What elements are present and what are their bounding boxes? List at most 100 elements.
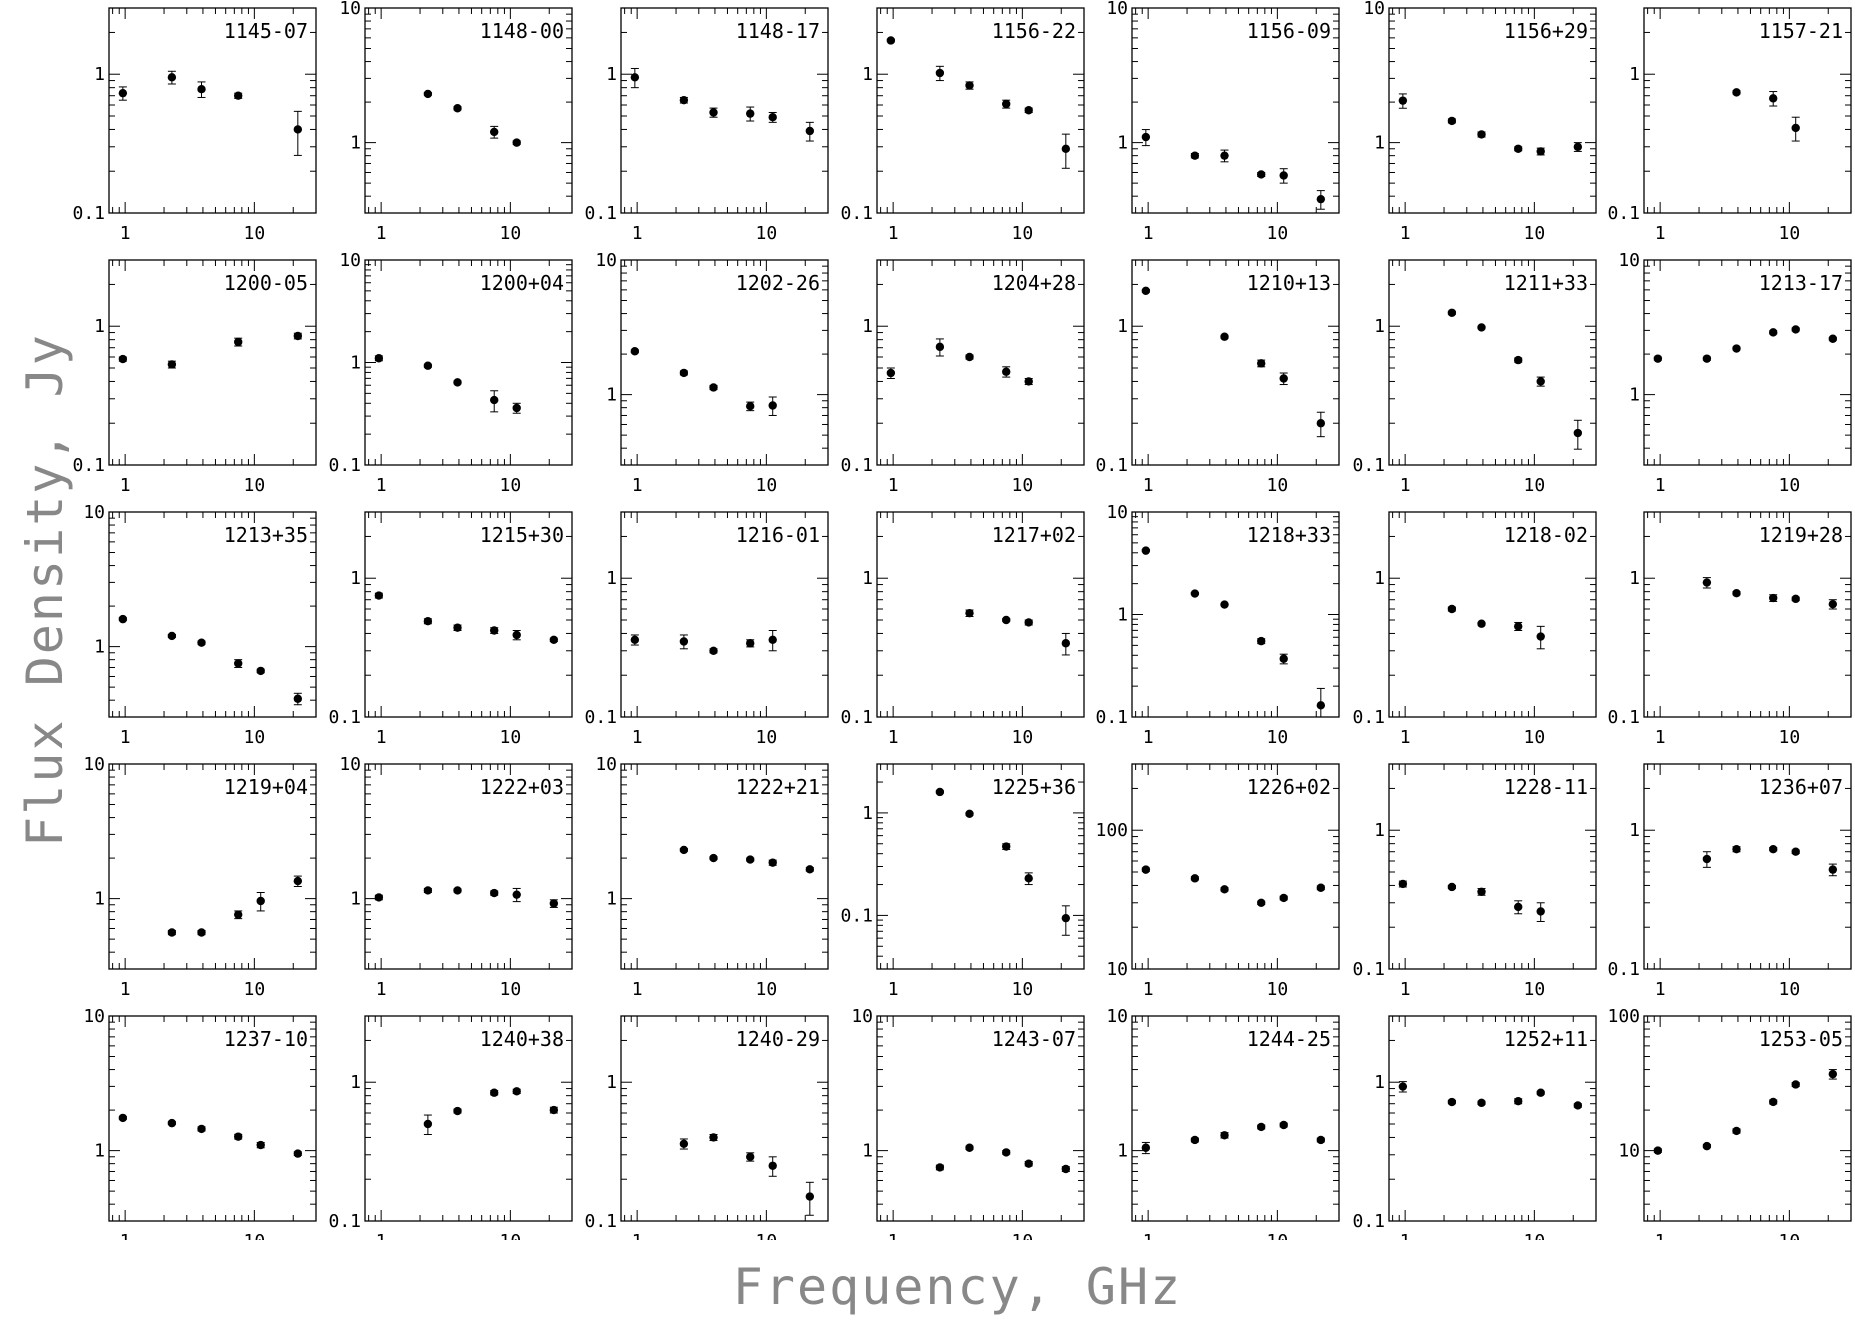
- data-point: [709, 383, 718, 392]
- x-tick-label: 10: [1524, 1231, 1546, 1240]
- x-tick-label: 1: [888, 727, 899, 748]
- panel-1217+02: 1 10 0.1 1 1217+02: [840, 511, 1085, 748]
- y-tick-label: 0.1: [840, 707, 873, 728]
- x-tick-label: 1: [376, 979, 387, 1000]
- x-tick-label: 10: [244, 979, 266, 1000]
- x-tick-label: 1: [1400, 1231, 1411, 1240]
- panel-title: 1222+03: [480, 775, 564, 799]
- data-point: [1653, 1146, 1663, 1155]
- data-point: [1702, 578, 1712, 587]
- data-point: [490, 127, 499, 137]
- panel-title: 1204+28: [992, 271, 1076, 295]
- data-point: [679, 637, 689, 646]
- panel-title: 1252+11: [1504, 1027, 1588, 1051]
- data-point: [1141, 132, 1151, 142]
- data-point: [746, 639, 755, 648]
- data-point: [1141, 1143, 1151, 1152]
- y-tick-label: 0.1: [1352, 959, 1385, 980]
- y-tick-label: 0.1: [1607, 707, 1640, 728]
- x-tick-label: 10: [244, 1231, 266, 1240]
- x-tick-label: 10: [1012, 1231, 1034, 1240]
- panel-title: 1218-02: [1504, 523, 1588, 547]
- y-tick-label: 0.1: [1352, 707, 1385, 728]
- panel-1228-11: 1 10 0.1 1 1228-11: [1352, 763, 1597, 1000]
- panel-1222+21: 1 10 1 10 1222+21: [595, 754, 829, 1000]
- x-tick-label: 10: [500, 1231, 522, 1240]
- panel-title: 1244-25: [1247, 1027, 1331, 1051]
- panel-frame: [876, 7, 1085, 214]
- y-tick-label: 10: [1106, 0, 1128, 19]
- data-point: [1316, 419, 1326, 428]
- x-tick-label: 10: [1524, 223, 1546, 244]
- y-tick-label: 0.1: [1607, 959, 1640, 980]
- y-tick-label: 0.1: [1352, 1211, 1385, 1232]
- data-point: [374, 893, 384, 902]
- panel-grid: 1 10 0.1 1 1145-07 1 10 1 10 1148-00 1 10 0.1 1 1148-1…: [72, 0, 1852, 1240]
- data-point: [746, 109, 755, 118]
- x-tick-label: 1: [888, 223, 899, 244]
- data-point: [1477, 1098, 1486, 1108]
- data-point: [512, 630, 521, 640]
- data-point: [1514, 355, 1523, 365]
- data-point: [1024, 106, 1033, 115]
- data-point: [1447, 116, 1457, 126]
- panel-title: 1200+04: [480, 271, 564, 295]
- data-point: [1514, 1096, 1523, 1106]
- data-point: [768, 635, 777, 644]
- x-tick-label: 10: [1779, 727, 1801, 748]
- data-point: [423, 89, 433, 99]
- data-point: [197, 1124, 206, 1134]
- x-tick-label: 1: [1400, 979, 1411, 1000]
- panel-1240-29: 1 10 0.1 1 1240-29: [584, 1015, 829, 1240]
- data-point: [805, 1192, 815, 1201]
- panel-frame: [108, 763, 317, 970]
- data-point: [1398, 1082, 1408, 1091]
- data-point: [1791, 123, 1800, 133]
- data-point: [965, 352, 974, 362]
- y-tick-label: 1: [1629, 820, 1640, 841]
- data-point: [768, 858, 777, 867]
- data-point: [886, 368, 896, 378]
- data-point: [1514, 622, 1523, 631]
- data-point: [1791, 1080, 1800, 1089]
- x-tick-label: 1: [888, 979, 899, 1000]
- panel-title: 1156-09: [1247, 19, 1331, 43]
- x-tick-label: 1: [888, 475, 899, 496]
- data-point: [490, 626, 499, 635]
- data-point: [1141, 546, 1151, 555]
- data-point: [630, 635, 640, 644]
- panel-1156+29: 1 10 1 10 1156+29: [1363, 0, 1597, 244]
- data-point: [805, 126, 815, 136]
- x-tick-label: 10: [756, 223, 778, 244]
- y-tick-label: 0.1: [72, 455, 105, 476]
- data-point: [453, 104, 462, 113]
- panel-title: 1243-07: [992, 1027, 1076, 1051]
- data-point: [679, 368, 689, 378]
- data-point: [1061, 639, 1071, 648]
- y-tick-label: 1: [350, 353, 361, 374]
- x-tick-label: 1: [1655, 475, 1666, 496]
- data-point: [1477, 323, 1486, 332]
- panel-title: 1200-05: [224, 271, 308, 295]
- y-tick-label: 10: [1618, 250, 1640, 271]
- data-point: [1279, 654, 1288, 663]
- data-point: [234, 1132, 243, 1141]
- panel-1219+28: 1 10 0.1 1 1219+28: [1607, 511, 1852, 748]
- data-point: [1257, 898, 1266, 907]
- x-tick-label: 1: [120, 1231, 131, 1240]
- x-tick-label: 10: [1267, 727, 1289, 748]
- panel-frame: [1643, 1015, 1852, 1222]
- data-point: [709, 1133, 718, 1142]
- y-tick-label: 1: [1117, 605, 1128, 626]
- x-tick-label: 10: [1524, 727, 1546, 748]
- y-tick-label: 1: [862, 1141, 873, 1162]
- panel-title: 1237-10: [224, 1027, 308, 1051]
- data-point: [1220, 332, 1229, 341]
- y-tick-label: 1: [606, 385, 617, 406]
- data-point: [1141, 286, 1151, 295]
- data-point: [423, 617, 433, 626]
- y-tick-label: 10: [851, 1006, 873, 1027]
- data-point: [1316, 883, 1326, 892]
- panel-1200-05: 1 10 0.1 1 1200-05: [72, 259, 317, 496]
- panel-title: 1240+38: [480, 1027, 564, 1051]
